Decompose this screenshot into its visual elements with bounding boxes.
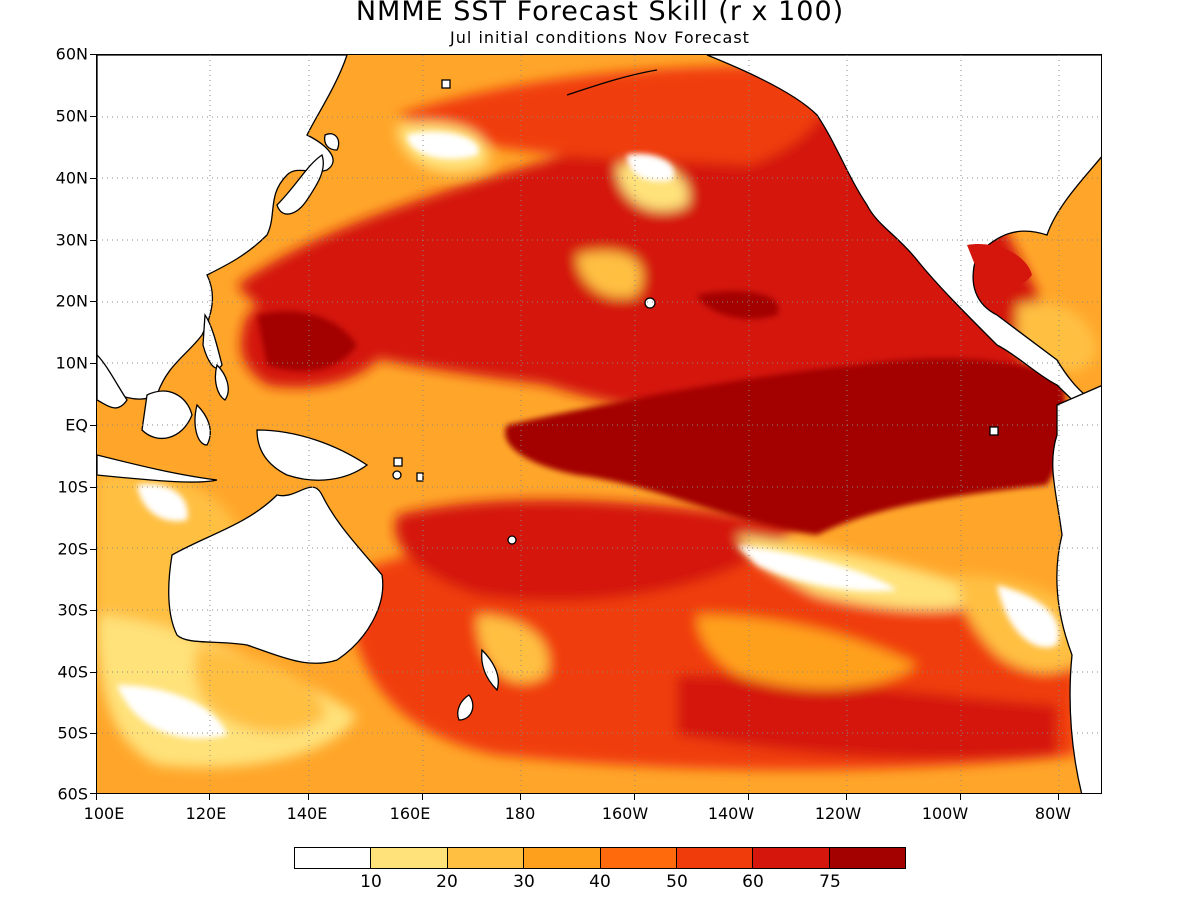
lon-tick [422,794,423,800]
lon-label: 100E [83,804,125,823]
colorbar-swatch [524,848,601,868]
lat-tick [90,610,96,611]
colorbar-swatch [447,848,525,868]
lon-label: 140E [286,804,328,823]
lat-label: 50N [55,106,88,126]
colorbar-label: 50 [666,872,688,892]
colorbar-swatch [829,848,905,868]
lat-label: 10N [55,353,88,373]
skill-field [97,55,1101,793]
lon-tick [308,794,309,800]
lat-tick [90,178,96,179]
lat-label: 50S [57,723,88,743]
lon-label: 160W [601,804,649,823]
colorbar-swatch [600,848,677,868]
colorbar-label: 10 [360,872,382,892]
colorbar-swatch [753,848,830,868]
colorbar-label: 30 [513,872,535,892]
lat-tick [90,487,96,488]
lon-label: 140W [707,804,755,823]
skill-map [96,54,1102,794]
lat-label: 40N [55,168,88,188]
colorbar [294,847,906,869]
lon-tick [520,794,521,800]
lon-tick [748,794,749,800]
map-title: NMME SST Forecast Skill (r x 100) [355,0,845,27]
lat-tick [90,733,96,734]
lon-label: 120E [185,804,227,823]
lat-label: 30N [55,230,88,250]
graticule [97,55,1101,793]
lon-label: 100W [921,804,969,823]
lon-label: 160E [389,804,431,823]
lat-tick [90,425,96,426]
lat-label: 10S [57,477,88,497]
lat-tick [90,54,96,55]
lat-label: 20S [57,539,88,559]
lat-label: 20N [55,291,88,311]
lat-tick [90,301,96,302]
map-subtitle: Jul initial conditions Nov Forecast [450,28,750,47]
colorbar-label: 40 [589,872,611,892]
lat-tick [90,549,96,550]
lon-tick [1058,794,1059,800]
lon-tick [846,794,847,800]
lon-tick [96,794,97,800]
lat-tick [90,793,96,794]
lon-label: 80W [1034,804,1072,823]
lon-tick [634,794,635,800]
lon-label: 180 [504,804,536,823]
colorbar-swatch [676,848,754,868]
lat-label: EQ [65,415,88,435]
lat-label: 60N [55,44,88,64]
lon-tick [960,794,961,800]
lat-label: 40S [57,662,88,682]
lat-label: 60S [57,784,88,804]
colorbar-label: 75 [819,872,841,892]
colorbar-label: 20 [436,872,458,892]
lat-tick [90,116,96,117]
land-masses [97,55,1101,793]
lat-label: 30S [57,600,88,620]
colorbar-label: 60 [742,872,764,892]
colorbar-swatch [295,848,372,868]
lat-tick [90,672,96,673]
lon-tick [209,794,210,800]
lat-tick [90,363,96,364]
colorbar-swatch [371,848,448,868]
lat-tick [90,240,96,241]
lon-label: 120W [814,804,862,823]
